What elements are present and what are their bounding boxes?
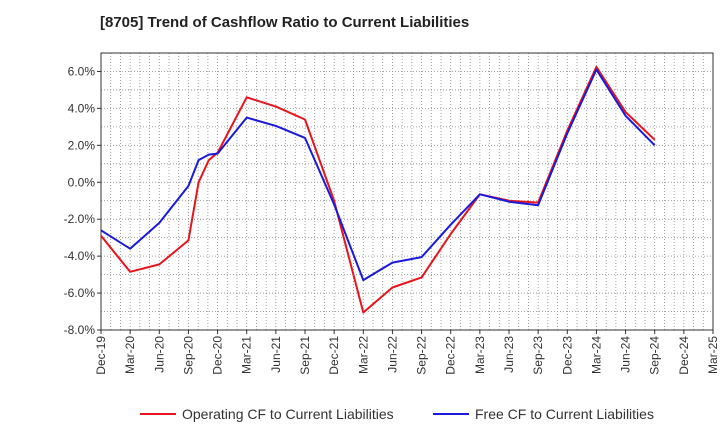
x-tick-label: Mar-22	[356, 336, 370, 374]
y-tick-label: -4.0%	[64, 249, 96, 263]
x-tick-label: Dec-19	[94, 336, 108, 375]
x-tick-label: Jun-20	[152, 336, 166, 373]
legend-label: Free CF to Current Liabilities	[475, 406, 654, 422]
x-axis-ticks: Dec-19 Mar-20 Jun-20 Sep-20 Dec-20 Mar-21 Jun-…	[94, 330, 720, 375]
x-tick-label: Jun-21	[269, 336, 283, 373]
legend-label: Operating CF to Current Liabilities	[182, 406, 394, 422]
x-tick-label: Sep-20	[181, 336, 195, 375]
x-tick-label: Sep-24	[648, 336, 662, 375]
x-tick-label: Jun-23	[502, 336, 516, 373]
y-tick-label: -6.0%	[64, 286, 96, 300]
x-tick-label: Jun-24	[619, 336, 633, 373]
y-axis-ticks: -8.0% -6.0% -4.0% -2.0% 0.0% 2.0% 4.0% 6.0%	[64, 64, 101, 337]
series-lines	[100, 65, 656, 314]
x-tick-label: Dec-20	[211, 336, 225, 375]
series-line	[100, 65, 656, 314]
y-tick-label: 4.0%	[68, 101, 96, 115]
x-tick-label: Jun-22	[385, 336, 399, 373]
y-tick-label: -2.0%	[64, 212, 96, 226]
x-tick-label: Mar-20	[123, 336, 137, 374]
x-tick-label: Sep-21	[298, 336, 312, 375]
chart-title: [8705] Trend of Cashflow Ratio to Curren…	[100, 14, 470, 31]
y-tick-label: 2.0%	[68, 138, 96, 152]
x-tick-label: Mar-21	[240, 336, 254, 374]
y-tick-label: 6.0%	[68, 64, 96, 78]
x-tick-label: Dec-22	[444, 336, 458, 375]
x-tick-label: Mar-24	[589, 336, 603, 374]
series-line	[100, 68, 656, 282]
x-tick-label: Mar-25	[706, 336, 720, 374]
y-tick-label: -8.0%	[64, 323, 96, 337]
x-tick-label: Sep-22	[415, 336, 429, 375]
legend: Operating CF to Current Liabilities Free …	[140, 406, 654, 422]
x-tick-label: Dec-24	[677, 336, 691, 375]
x-tick-label: Dec-21	[327, 336, 341, 375]
x-tick-label: Mar-23	[473, 336, 487, 374]
x-tick-label: Dec-23	[560, 336, 574, 375]
y-tick-label: 0.0%	[68, 175, 96, 189]
x-tick-label: Sep-23	[531, 336, 545, 375]
grid-lines	[100, 52, 713, 331]
plot-area-border	[100, 52, 714, 331]
